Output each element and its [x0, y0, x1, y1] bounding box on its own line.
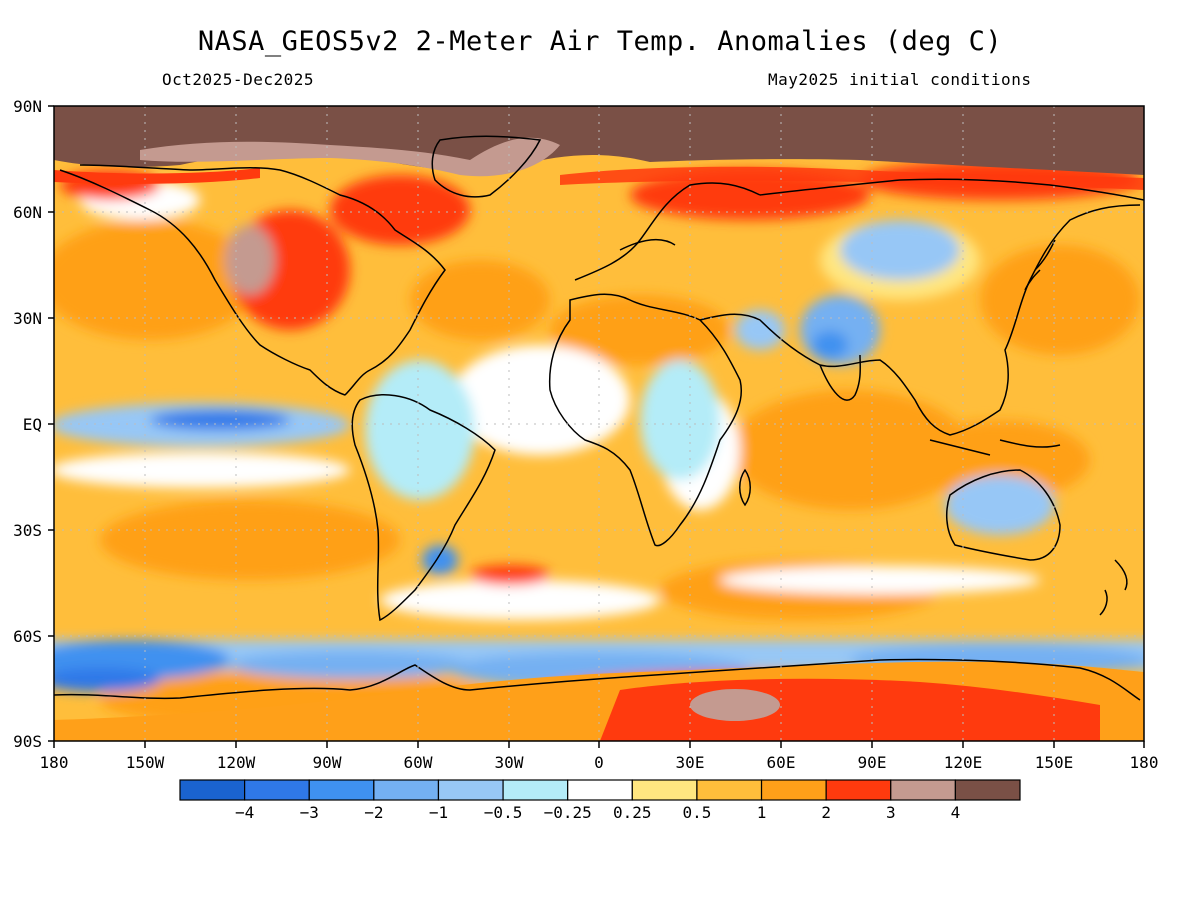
- colorbar-label: 1: [757, 803, 767, 822]
- colorbar-swatch: [954, 779, 1021, 801]
- colorbar: [179, 779, 1021, 801]
- lat-ticks: [48, 105, 54, 742]
- gridlines: [54, 106, 1144, 741]
- initial-conditions: May2025 initial conditions: [768, 70, 1032, 89]
- lat-labels: 90N 60N 30N EQ 30S 60S 90S: [13, 97, 42, 751]
- lon-label: 120W: [217, 753, 256, 772]
- colorbar-swatch: [890, 779, 956, 801]
- colorbar-swatch: [373, 779, 440, 801]
- lon-label: 180: [1130, 753, 1159, 772]
- lat-label: 90N: [13, 97, 42, 116]
- colorbar-label: 4: [951, 803, 961, 822]
- lon-label: 180: [40, 753, 69, 772]
- colorbar-swatch: [437, 779, 504, 801]
- colorbar-label: 0.25: [613, 803, 652, 822]
- colorbar-swatch: [567, 779, 633, 801]
- colorbar-label: 2: [821, 803, 831, 822]
- colorbar-swatch: [308, 779, 375, 801]
- lon-labels: 180 150W 120W 90W 60W 30W 0 30E 60E 90E …: [40, 753, 1159, 772]
- lat-label: 60N: [13, 203, 42, 222]
- map-title: NASA_GEOS5v2 2-Meter Air Temp. Anomalies…: [197, 26, 1003, 57]
- lon-label: 30W: [495, 753, 524, 772]
- coastlines: [54, 135, 1144, 701]
- colorbar-label: −0.25: [544, 803, 592, 822]
- lon-ticks: [53, 741, 1145, 748]
- colorbar-label: 0.5: [682, 803, 711, 822]
- forecast-period: Oct2025-Dec2025: [162, 70, 314, 89]
- colorbar-label: 3: [886, 803, 896, 822]
- colorbar-swatch: [179, 779, 246, 801]
- colorbar-label: −1: [429, 803, 448, 822]
- lon-label: 90E: [858, 753, 887, 772]
- lon-label: 90W: [313, 753, 342, 772]
- colorbar-swatch: [502, 779, 569, 801]
- colorbar-swatch: [760, 779, 827, 801]
- colorbar-labels: −4 −3 −2 −1 −0.5 −0.25 0.25 0.5 1 2 3 4: [235, 803, 960, 822]
- lon-label: 150E: [1035, 753, 1074, 772]
- lon-label: 60E: [767, 753, 796, 772]
- colorbar-label: −2: [364, 803, 383, 822]
- colorbar-swatch: [696, 779, 763, 801]
- lat-label: 90S: [13, 732, 42, 751]
- colorbar-label: −0.5: [484, 803, 523, 822]
- colorbar-swatch: [825, 779, 892, 801]
- lon-label: 120E: [944, 753, 983, 772]
- colorbar-swatch: [631, 779, 698, 801]
- colorbar-swatch: [244, 779, 310, 801]
- lat-label: 30N: [13, 309, 42, 328]
- lon-label: 0: [594, 753, 604, 772]
- lon-label: 30E: [676, 753, 705, 772]
- colorbar-label: −3: [300, 803, 319, 822]
- lat-label: EQ: [23, 415, 42, 434]
- lon-label: 60W: [404, 753, 433, 772]
- lon-label: 150W: [126, 753, 165, 772]
- colorbar-label: −4: [235, 803, 254, 822]
- lat-label: 60S: [13, 627, 42, 646]
- lat-label: 30S: [13, 521, 42, 540]
